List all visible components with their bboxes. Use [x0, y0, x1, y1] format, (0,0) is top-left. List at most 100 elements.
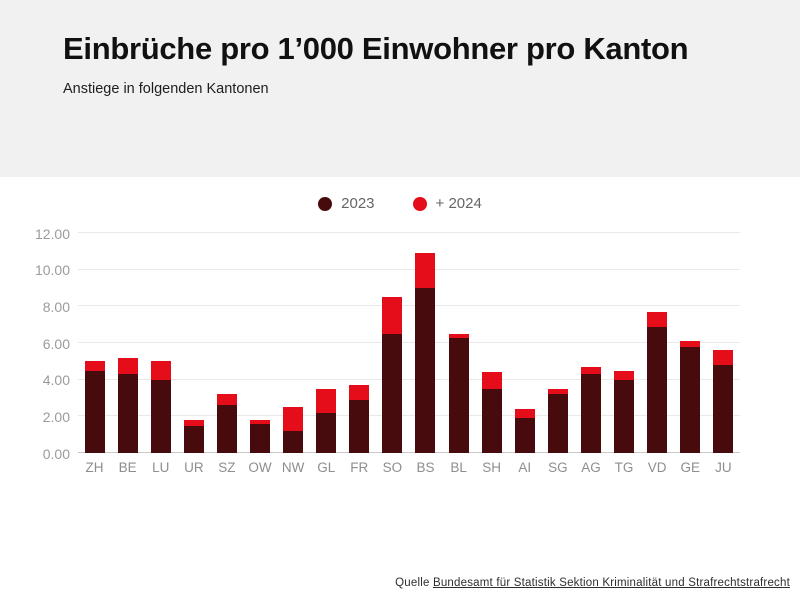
stacked-bar-AG: [580, 366, 601, 453]
segment-2023-LU: [150, 379, 171, 453]
x-tick-label-TG: TG: [614, 460, 634, 475]
segment-2024-SG: [547, 388, 568, 395]
bar-series: ZH BE LU UR SZ OW NW GL FR SO BS BL SH AI SG AG TG VD GE JU: [78, 233, 740, 475]
segment-2023-NW: [283, 431, 304, 453]
x-tick-label-FR: FR: [350, 460, 369, 475]
x-tick-label-AI: AI: [518, 460, 532, 475]
stacked-bar-GE: [680, 341, 701, 453]
bar-slot-ZH: ZH: [78, 233, 111, 475]
segment-2024-AI: [514, 409, 535, 419]
bar-slot-BE: BE: [111, 233, 144, 475]
segment-2023-ZH: [84, 370, 105, 453]
segment-2024-NW: [283, 407, 304, 431]
x-tick-label-SH: SH: [482, 460, 502, 475]
segment-2023-UR: [183, 425, 204, 453]
stacked-bar-SG: [547, 388, 568, 453]
segment-2023-AI: [514, 418, 535, 453]
stacked-bar-FR: [349, 385, 370, 453]
stacked-bar-SH: [481, 372, 502, 453]
bar-slot-BS: BS: [409, 233, 442, 475]
segment-2024-JU: [713, 350, 734, 365]
segment-2024-UR: [183, 420, 204, 426]
y-tick-label: 4.00: [42, 372, 70, 389]
legend-label-2024: + 2024: [435, 195, 482, 212]
legend-dot-2023-icon: [318, 196, 333, 211]
segment-2024-OW: [250, 420, 271, 424]
segment-2024-ZH: [84, 361, 105, 371]
gridline-8.00: [78, 305, 740, 307]
legend-label-2023: 2023: [341, 195, 375, 212]
x-tick-label-BL: BL: [450, 460, 467, 475]
x-tick-label-AG: AG: [581, 460, 601, 475]
source-link[interactable]: Bundesamt für Statistik Sektion Kriminal…: [432, 577, 790, 589]
segment-2024-SH: [481, 372, 502, 389]
gridline-2.00: [78, 415, 740, 417]
bar-slot-SZ: SZ: [210, 233, 243, 475]
legend-dot-2024-icon: [412, 196, 427, 211]
page-title: Einbrüche pro 1’000 Einwohner pro Kanton: [63, 31, 689, 66]
stacked-bar-LU: [150, 361, 171, 453]
stacked-bar-JU: [713, 350, 734, 453]
page-subtitle: Anstiege in folgenden Kantonen: [63, 80, 269, 97]
stacked-bar-GL: [316, 388, 337, 453]
stacked-bar-SO: [382, 297, 403, 453]
segment-2023-SO: [382, 333, 403, 453]
segment-2024-BL: [448, 333, 469, 338]
bar-slot-SG: SG: [541, 233, 574, 475]
segment-2024-SZ: [216, 394, 237, 406]
bar-slot-AG: AG: [574, 233, 607, 475]
stacked-bar-BS: [415, 253, 436, 453]
gridline-0.00: [78, 452, 740, 453]
x-tick-label-NW: NW: [281, 460, 305, 475]
segment-2024-LU: [150, 361, 171, 380]
segment-2024-GL: [316, 388, 337, 413]
segment-2024-SO: [382, 297, 403, 334]
x-tick-label-GL: GL: [317, 460, 336, 475]
y-tick-label: 8.00: [42, 298, 70, 315]
segment-2023-SH: [481, 388, 502, 453]
legend-item-2024: + 2024: [412, 195, 482, 212]
segment-2023-FR: [349, 399, 370, 453]
bar-slot-JU: JU: [707, 233, 740, 475]
segment-2023-AG: [580, 374, 601, 453]
stacked-bar-BE: [117, 357, 138, 453]
bar-slot-NW: NW: [277, 233, 310, 475]
y-tick-label: 10.00: [34, 262, 70, 279]
bar-slot-LU: LU: [144, 233, 177, 475]
segment-2023-JU: [713, 365, 734, 453]
x-tick-label-UR: UR: [184, 460, 204, 475]
bar-slot-AI: AI: [508, 233, 541, 475]
segment-2024-FR: [349, 385, 370, 400]
x-tick-label-LU: LU: [152, 460, 170, 475]
stacked-bar-TG: [614, 370, 635, 453]
bar-slot-FR: FR: [343, 233, 376, 475]
y-tick-label: 2.00: [42, 408, 70, 425]
gridline-6.00: [78, 342, 740, 343]
x-tick-label-BS: BS: [416, 460, 435, 475]
stacked-bar-UR: [183, 420, 204, 453]
source-line: Quelle Bundesamt für Statistik Sektion K…: [395, 577, 790, 589]
y-axis: 0.00 2.00 4.00 6.00 8.00 10.00 12.00: [0, 226, 70, 462]
segment-2023-BS: [415, 288, 436, 453]
segment-2023-BE: [117, 374, 138, 453]
x-tick-label-BE: BE: [118, 460, 137, 475]
gridline-12.00: [78, 232, 740, 233]
segment-2024-BE: [117, 357, 138, 375]
x-tick-label-JU: JU: [715, 460, 732, 475]
segment-2023-OW: [250, 423, 271, 453]
bar-slot-GE: GE: [674, 233, 707, 475]
stacked-bar-OW: [250, 420, 271, 453]
legend-item-2023: 2023: [318, 195, 375, 212]
gridline-10.00: [78, 268, 740, 270]
bar-slot-BL: BL: [442, 233, 475, 475]
x-tick-label-ZH: ZH: [85, 460, 104, 475]
x-tick-label-SZ: SZ: [218, 460, 236, 475]
y-tick-label: 12.00: [34, 225, 70, 242]
bar-slot-SO: SO: [376, 233, 409, 475]
segment-2024-BS: [415, 253, 436, 288]
y-tick-label: 6.00: [42, 335, 70, 352]
bar-slot-GL: GL: [310, 233, 343, 475]
bar-slot-TG: TG: [608, 233, 641, 475]
x-tick-label-OW: OW: [248, 460, 272, 475]
x-tick-label-SG: SG: [548, 460, 568, 475]
